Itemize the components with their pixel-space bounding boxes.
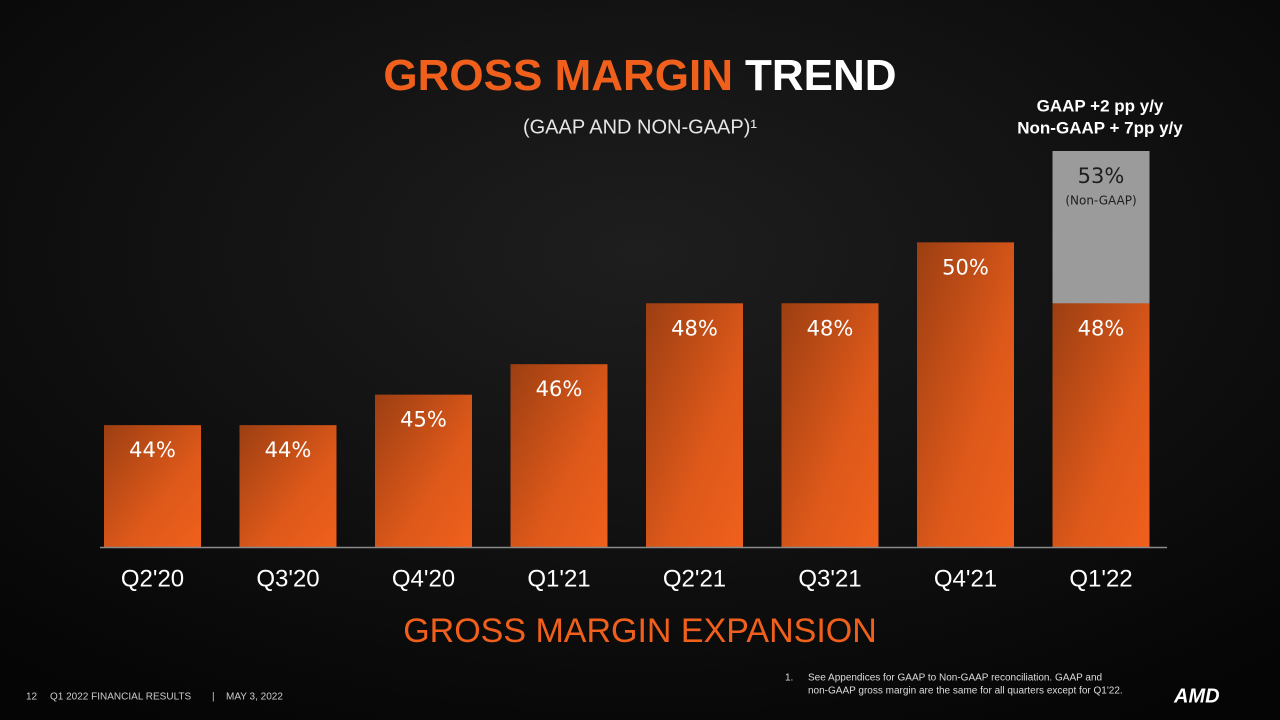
value-label: 48% [807,316,854,340]
value-label: 44% [129,438,176,462]
bar-shading [781,303,879,547]
x-tick-label: Q4'20 [392,565,455,592]
x-tick-label: Q3'20 [256,565,319,592]
x-tick-label: Q1'22 [1069,565,1132,592]
series-label: (Non-GAAP) [1065,194,1136,208]
separator: | [212,692,215,703]
value-label: 44% [265,438,312,462]
x-tick-label: Q2'20 [121,565,184,592]
value-label: 53% [1078,164,1125,188]
bar-shading [917,242,1014,547]
footnote: non-GAAP gross margin are the same for a… [808,686,1123,697]
x-tick-label: Q4'21 [934,565,997,592]
x-tick-label: Q1'21 [527,565,590,592]
x-tick-label: Q2'21 [663,565,726,592]
annotation: Non-GAAP + 7pp y/y [1017,118,1183,137]
title-accent: GROSS MARGIN [383,51,733,100]
bar-shading [510,364,608,547]
annotation: GAAP +2 pp y/y [1037,96,1164,115]
page-number: 12 [26,692,38,703]
value-label: 46% [536,377,583,401]
footnote: See Appendices for GAAP to Non-GAAP reco… [808,673,1102,684]
bar-shading [104,425,201,547]
bar-shading [239,425,337,547]
logo: AMD [1173,685,1220,707]
bar-shading [1052,303,1150,547]
value-label: 50% [942,255,989,279]
value-label: 45% [400,408,447,432]
footnote-marker: 1. [785,673,793,684]
chart-title: GROSS MARGIN TREND [383,51,896,100]
title-main: TREND [745,51,897,100]
subtitle: (GAAP AND NON-GAAP)¹ [523,116,757,138]
plot: 53% (Non-GAAP) 44% 44% 45% 46% 48% 48% 50% 48% Q2'… [104,151,1150,592]
bar-shading [646,303,743,547]
value-label: 48% [671,316,718,340]
value-label: 48% [1078,316,1125,340]
report-name: Q1 2022 FINANCIAL RESULTS [50,692,191,703]
x-tick-label: Q3'21 [798,565,861,592]
x-axis-label: GROSS MARGIN EXPANSION [403,612,877,650]
report-date: MAY 3, 2022 [226,692,283,703]
bar-shading [375,394,472,547]
